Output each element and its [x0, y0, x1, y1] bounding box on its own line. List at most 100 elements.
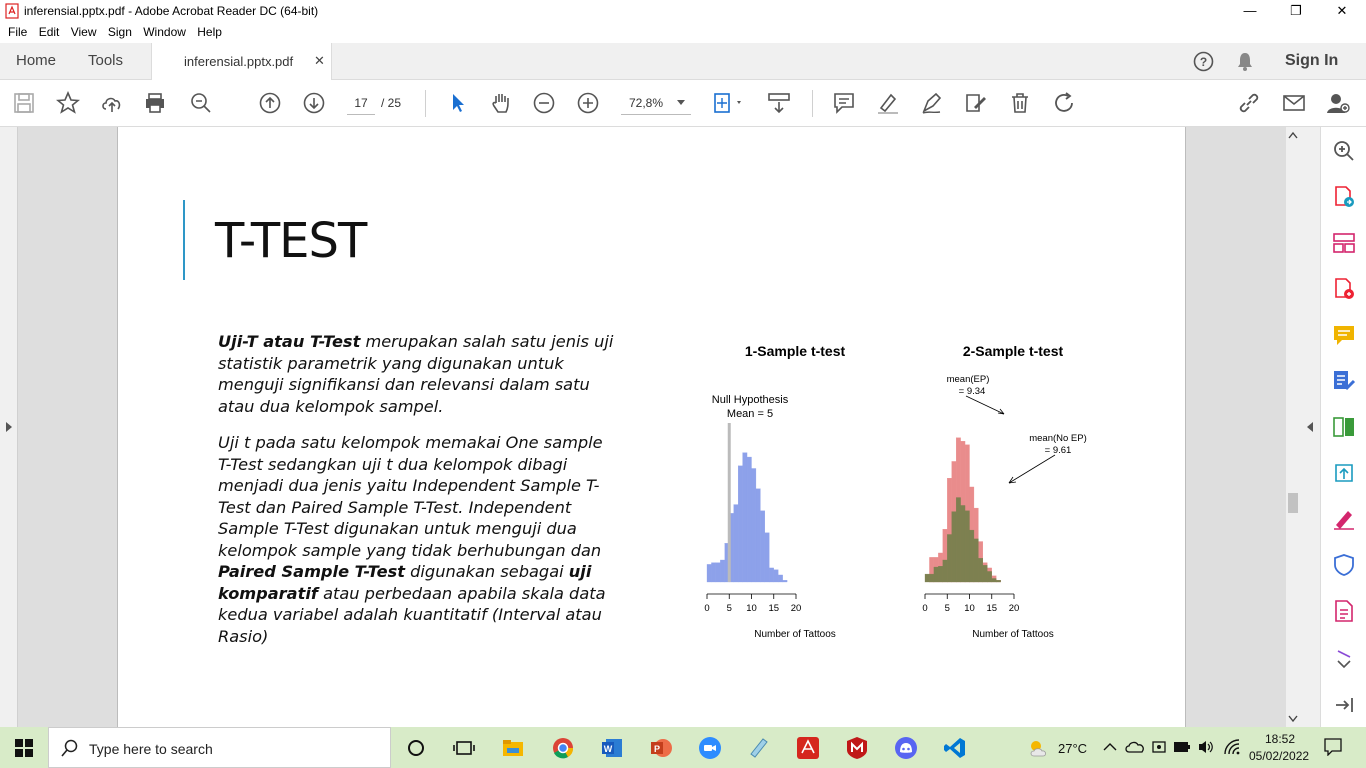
more-tools-chevron-icon[interactable] — [1332, 647, 1356, 671]
menu-edit[interactable]: Edit — [38, 25, 60, 39]
share-link-icon[interactable] — [1237, 91, 1263, 117]
notification-bell-icon[interactable] — [1235, 51, 1255, 72]
select-cursor-icon[interactable] — [446, 91, 472, 117]
forms-icon[interactable] — [1332, 599, 1356, 623]
chart-1-bar — [746, 456, 752, 583]
search-icon — [61, 739, 78, 757]
email-envelope-icon[interactable] — [1282, 91, 1308, 117]
powerpoint-icon[interactable]: P — [649, 736, 673, 760]
cortana-icon[interactable] — [404, 736, 428, 760]
document-viewport[interactable]: T-TEST Uji-T atau T-Test merupakan salah… — [0, 127, 1320, 727]
comment-icon[interactable] — [832, 91, 858, 117]
tab-home[interactable]: Home — [16, 52, 57, 69]
tab-tools[interactable]: Tools — [88, 52, 124, 69]
chart-1-bar — [706, 564, 712, 583]
chart-2-series-2-bar — [991, 578, 997, 583]
export-pdf-icon[interactable] — [1332, 185, 1356, 209]
menu-sign[interactable]: Sign — [107, 25, 132, 39]
wifi-icon[interactable] — [1224, 739, 1240, 755]
tray-expand-icon[interactable] — [1103, 742, 1117, 752]
null-mean-label: Mean = 5 — [727, 408, 773, 420]
term-paired-sample: Paired Sample T-Test — [218, 562, 405, 581]
organize-pages-icon[interactable] — [1332, 231, 1356, 255]
scrollbar-thumb[interactable] — [1288, 493, 1298, 513]
file-explorer-icon[interactable] — [501, 736, 525, 760]
comment-tool-icon[interactable] — [1332, 323, 1356, 347]
rotate-icon[interactable] — [1052, 91, 1078, 117]
upload-cloud-icon[interactable] — [100, 91, 126, 117]
help-icon[interactable]: ? — [1193, 51, 1214, 72]
onedrive-icon[interactable] — [1125, 740, 1145, 754]
minimize-button[interactable]: — — [1243, 3, 1257, 18]
add-user-icon[interactable] — [1326, 91, 1352, 117]
meet-now-icon[interactable] — [1151, 739, 1167, 755]
tab-document[interactable]: inferensial.pptx.pdf ✕ — [151, 43, 332, 81]
edit-pdf-icon[interactable] — [1332, 369, 1356, 393]
clock-date[interactable]: 05/02/2022 — [1249, 749, 1310, 763]
weather-icon[interactable] — [1027, 737, 1051, 761]
mean-ep-arrowhead — [997, 408, 1005, 415]
hand-pan-icon[interactable] — [489, 91, 515, 117]
chart-axes: 0 5 10 15 20 0 5 10 15 20 — [704, 593, 1019, 614]
draw-pen-icon[interactable] — [920, 91, 946, 117]
chart-1-bar — [755, 488, 761, 583]
send-for-review-icon[interactable] — [1332, 461, 1356, 485]
page-number-input[interactable]: 17 — [347, 93, 375, 115]
task-view-icon[interactable] — [452, 736, 476, 760]
save-icon[interactable] — [12, 91, 38, 117]
menu-file[interactable]: File — [8, 25, 28, 39]
document-tab-label: inferensial.pptx.pdf — [184, 54, 294, 69]
fit-page-icon[interactable] — [712, 91, 748, 117]
vertical-scrollbar[interactable] — [1286, 127, 1300, 727]
scroll-up-icon[interactable] — [1288, 131, 1298, 139]
delete-trash-icon[interactable] — [1008, 91, 1034, 117]
scroll-down-icon[interactable] — [1288, 715, 1298, 723]
volume-icon[interactable] — [1197, 739, 1215, 755]
word-icon[interactable]: W — [600, 736, 624, 760]
fill-sign-icon[interactable] — [964, 91, 990, 117]
next-page-icon[interactable] — [302, 91, 328, 117]
zoom-level-select[interactable]: 72,8% — [621, 93, 691, 115]
maximize-button[interactable]: ❐ — [1290, 3, 1302, 18]
acrobat-taskbar-icon[interactable] — [796, 736, 820, 760]
menu-help[interactable]: Help — [197, 25, 222, 39]
zoom-app-icon[interactable] — [698, 736, 722, 760]
highlight-pen-icon[interactable] — [876, 91, 902, 117]
chrome-icon[interactable] — [551, 736, 575, 760]
create-pdf-icon[interactable] — [1332, 277, 1356, 301]
zoom-level-value: 72,8% — [629, 96, 664, 110]
taskbar-search-box[interactable]: Type here to search — [48, 727, 391, 768]
sign-in-button[interactable]: Sign In — [1285, 52, 1339, 69]
left-panel-toggle[interactable] — [0, 127, 18, 727]
close-tab-icon[interactable]: ✕ — [314, 53, 325, 68]
discord-icon[interactable] — [894, 736, 918, 760]
bookmark-star-icon[interactable] — [55, 90, 82, 117]
zoom-in-icon[interactable] — [576, 91, 602, 117]
zoom-out-search-icon[interactable] — [189, 91, 215, 117]
page-total: / 25 — [381, 96, 402, 110]
right-panel-toggle[interactable] — [1300, 127, 1320, 727]
mcafee-icon[interactable] — [845, 736, 869, 760]
search-zoom-icon[interactable] — [1332, 139, 1356, 163]
menu-window[interactable]: Window — [143, 25, 186, 39]
windows-start-icon[interactable] — [15, 739, 33, 757]
compare-files-icon[interactable] — [1332, 415, 1356, 439]
tab-bar: Home Tools inferensial.pptx.pdf ✕ ? Sign… — [0, 43, 1366, 81]
chart-1-bar — [751, 468, 757, 583]
notification-center-icon[interactable] — [1324, 738, 1342, 756]
protect-shield-icon[interactable] — [1332, 553, 1356, 577]
notes-app-icon[interactable] — [747, 736, 771, 760]
close-window-button[interactable]: ✕ — [1336, 3, 1348, 18]
print-icon[interactable] — [143, 91, 169, 117]
chart-2-series-2-bar — [982, 565, 988, 583]
fill-and-sign-icon[interactable] — [1332, 507, 1356, 531]
battery-icon[interactable] — [1173, 741, 1191, 753]
scroll-mode-icon[interactable] — [767, 91, 793, 117]
chart-1-bars — [706, 423, 788, 583]
previous-page-icon[interactable] — [258, 91, 284, 117]
collapse-panel-icon[interactable] — [1332, 693, 1356, 717]
menu-view[interactable]: View — [70, 25, 97, 39]
vscode-icon[interactable] — [943, 736, 967, 760]
clock-time[interactable]: 18:52 — [1265, 732, 1296, 746]
zoom-out-icon[interactable] — [532, 91, 558, 117]
